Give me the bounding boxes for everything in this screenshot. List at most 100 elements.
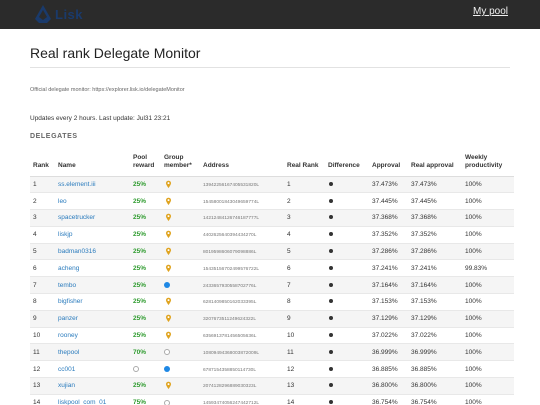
approval-cell: 37.286% <box>369 243 408 261</box>
real-approval-cell: 37.153% <box>408 293 462 311</box>
pool-reward: 25% <box>133 248 147 256</box>
header-rank: Rank <box>30 148 55 177</box>
group-member-cell <box>161 394 200 405</box>
page-title: Real rank Delegate Monitor <box>30 45 201 61</box>
approval-cell: 37.164% <box>369 276 408 295</box>
group-member-cell <box>161 259 200 278</box>
real-rank-cell: 10 <box>284 327 325 345</box>
delegate-name-link[interactable]: leo <box>58 197 67 205</box>
address-cell: 6787154358850114730L <box>203 367 256 373</box>
blue-dot-icon <box>164 281 170 288</box>
productivity-cell: 100% <box>462 192 514 211</box>
delegate-name-link[interactable]: bigfisher <box>58 298 83 306</box>
delegate-name-link[interactable]: acheng <box>58 264 80 272</box>
header-approval: Approval <box>369 148 408 177</box>
difference-cell <box>325 394 369 405</box>
delegate-name-link[interactable]: xujian <box>58 382 75 390</box>
table-row: 12 cc001 6787154358850114730L 12 36.885% 36.8… <box>30 360 514 379</box>
top-navbar: Lisk My pool <box>0 0 540 29</box>
pin-icon <box>165 247 172 256</box>
header-difference: Difference <box>325 148 369 177</box>
difference-cell <box>325 293 369 311</box>
delegate-name-link[interactable]: liskjp <box>58 231 73 239</box>
rank-cell: 8 <box>30 293 55 311</box>
approval-cell: 36.885% <box>369 360 408 379</box>
group-member-cell <box>161 310 200 328</box>
table-header-row: Rank Name Pool reward Group member* Addr… <box>30 148 514 177</box>
pin-icon <box>165 197 172 205</box>
header-name: Name <box>55 148 130 177</box>
pool-reward-cell: 25% <box>130 192 161 211</box>
header-address: Address <box>200 148 284 177</box>
pool-reward: 25% <box>133 332 147 340</box>
real-rank-cell: 11 <box>284 343 325 362</box>
pool-reward-cell: 25% <box>130 293 161 311</box>
real-rank-cell: 1 <box>284 176 325 194</box>
header-group-member: Group member* <box>161 148 200 177</box>
pool-reward: 25% <box>133 298 147 306</box>
approval-cell: 37.241% <box>369 259 408 278</box>
real-approval-cell: 36.885% <box>408 360 462 379</box>
productivity-cell: 100% <box>462 293 514 311</box>
delegate-name-link[interactable]: rooney <box>58 332 78 340</box>
delegate-name-link[interactable]: panzer <box>58 315 78 323</box>
empty-circle-icon <box>164 349 170 356</box>
pool-reward: 25% <box>133 264 147 272</box>
table-row: 13 xujian 25% 2074128296889030323L 13 36.800%… <box>30 377 514 395</box>
dot-icon <box>329 366 333 371</box>
address-cell: 6356913781456505636L <box>203 334 257 340</box>
my-pool-link[interactable]: My pool <box>472 6 508 17</box>
delegates-table: Rank Name Pool reward Group member* Addr… <box>30 148 514 405</box>
table-row: 14 liskpool_com_01 75% 14593474056247442712… <box>30 394 514 405</box>
pool-reward: 25% <box>133 382 147 390</box>
section-title: DELEGATES <box>30 133 78 140</box>
delegate-name-link[interactable]: spacetrucker <box>58 214 96 222</box>
delegate-name-link[interactable]: cc001 <box>58 365 76 373</box>
real-rank-cell: 13 <box>284 377 325 395</box>
update-info: Updates every 2 hours. Last update: Jul3… <box>30 115 171 122</box>
header-real-rank: Real Rank <box>284 148 325 177</box>
pool-reward: 25% <box>133 180 147 188</box>
address-cell: 4402625640394434270L <box>203 233 257 239</box>
approval-cell: 37.368% <box>369 209 408 227</box>
productivity-cell: 99.83% <box>462 259 514 278</box>
rank-cell: 12 <box>30 360 55 379</box>
table-row: 5 badman0316 25% 8019598606079098886L 5 37.28… <box>30 243 514 261</box>
rank-cell: 4 <box>30 226 55 244</box>
difference-cell <box>325 209 369 227</box>
pool-reward-cell: 25% <box>130 226 161 244</box>
pool-reward-cell: 25% <box>130 176 161 194</box>
rank-cell: 3 <box>30 209 55 227</box>
productivity-cell: 100% <box>462 327 514 345</box>
table-row: 11 thepool 70% 10809494368003872009L 11 36.99… <box>30 343 514 362</box>
dot-icon <box>329 333 333 338</box>
real-rank-cell: 8 <box>284 293 325 311</box>
header-real-approval: Real approval <box>408 148 462 177</box>
approval-cell: 37.445% <box>369 192 408 211</box>
delegate-name-link[interactable]: ss.element.iii <box>58 180 96 188</box>
rank-cell: 10 <box>30 327 55 345</box>
lisk-logo[interactable]: Lisk <box>34 4 83 24</box>
delegate-name-link[interactable]: tembo <box>58 281 77 289</box>
pin-icon <box>165 298 172 306</box>
pool-reward: 70% <box>133 348 147 356</box>
delegate-name-link[interactable]: liskpool_com_01 <box>58 399 107 405</box>
table-row: 7 tembo 25% 2433657930558702776L 7 37.164% 37.… <box>30 276 514 295</box>
real-rank-cell: 4 <box>284 226 325 244</box>
real-approval-cell: 37.473% <box>408 176 462 194</box>
approval-cell: 37.153% <box>369 293 408 311</box>
real-rank-cell: 5 <box>284 243 325 261</box>
dot-icon <box>329 349 333 354</box>
lisk-logo-icon <box>35 5 51 23</box>
pool-reward-cell: 25% <box>130 310 161 328</box>
delegate-name-link[interactable]: thepool <box>58 348 80 356</box>
address-cell: 8019598606079098886L <box>203 250 257 256</box>
productivity-cell: 100% <box>462 176 514 194</box>
difference-cell <box>325 192 369 211</box>
pin-icon <box>165 231 172 239</box>
group-member-cell <box>161 176 200 194</box>
table-row: 8 bigfisher 25% 6281409850162033395L 8 37.153… <box>30 293 514 311</box>
address-cell: 14212484126746187777L <box>203 216 260 222</box>
difference-cell <box>325 176 369 194</box>
delegate-name-link[interactable]: badman0316 <box>58 248 96 256</box>
